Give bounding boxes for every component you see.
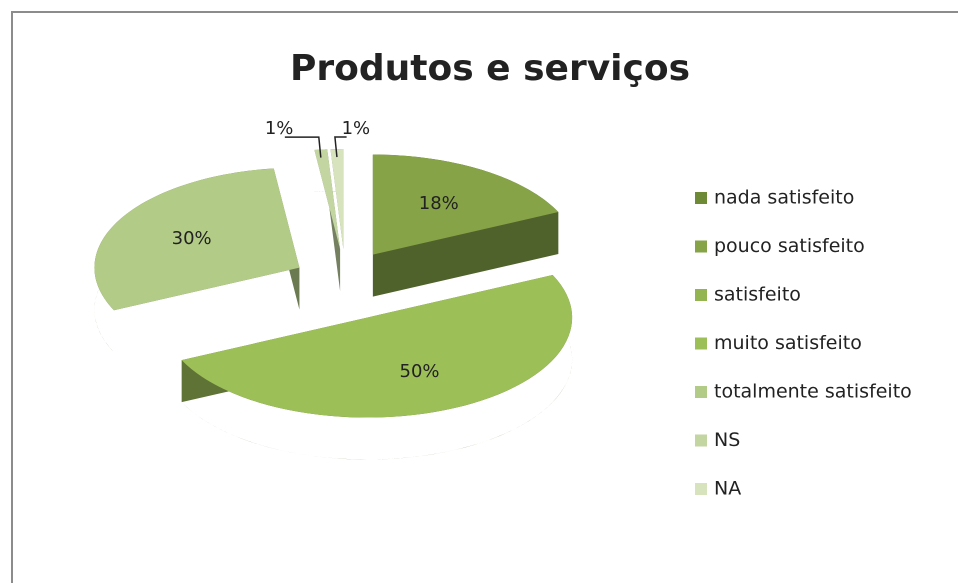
legend-swatch bbox=[695, 483, 707, 495]
legend-label: NA bbox=[714, 478, 741, 500]
data-label: 50% bbox=[400, 361, 440, 382]
leader-line bbox=[284, 136, 322, 158]
legend-label: totalmente satisfeito bbox=[714, 381, 912, 403]
legend-swatch bbox=[695, 240, 707, 253]
slice bbox=[372, 154, 559, 255]
legend-label: satisfeito bbox=[714, 284, 801, 306]
leader-line bbox=[334, 136, 347, 158]
slice bbox=[330, 149, 344, 250]
legend-label: NS bbox=[714, 429, 740, 451]
slice bbox=[314, 149, 341, 250]
data-label: 1% bbox=[265, 118, 294, 139]
legend-label: muito satisfeito bbox=[714, 332, 862, 354]
legend-label: pouco satisfeito bbox=[714, 235, 865, 257]
slice-tops bbox=[94, 149, 573, 418]
legend-swatch bbox=[695, 434, 707, 447]
legend-label: nada satisfeito bbox=[714, 187, 854, 209]
legend-swatch bbox=[695, 386, 707, 398]
legend-swatch bbox=[695, 192, 707, 204]
chart-title: Produtos e serviços bbox=[290, 48, 690, 89]
legend-swatch bbox=[695, 289, 707, 301]
legend-swatch bbox=[695, 337, 707, 350]
data-label: 30% bbox=[172, 228, 212, 249]
data-label: 1% bbox=[342, 118, 371, 139]
slice bbox=[94, 168, 300, 311]
data-label: 18% bbox=[419, 193, 459, 214]
slice bbox=[181, 274, 573, 418]
